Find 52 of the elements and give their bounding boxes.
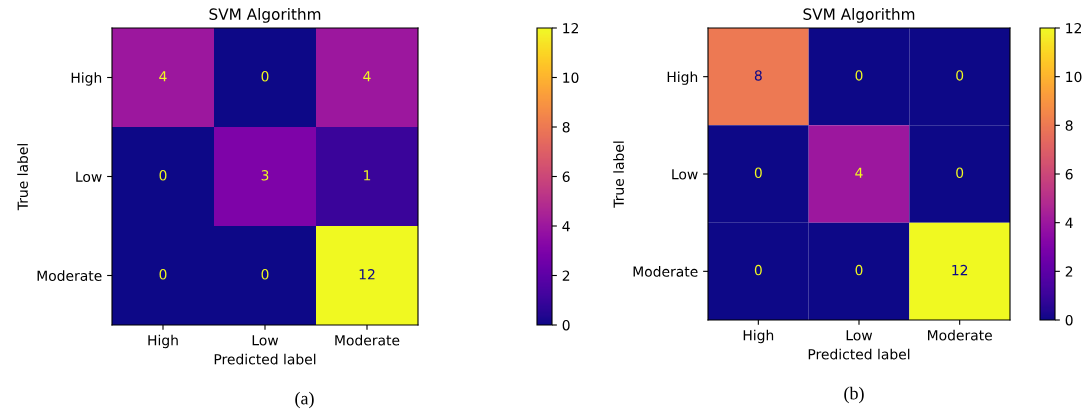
data-label: 8 xyxy=(754,70,762,81)
y-tick-label: Moderate xyxy=(633,266,698,277)
chart-title: SVM Algorithm xyxy=(209,8,321,23)
data-label: 0 xyxy=(754,167,762,179)
x-tick-label: High xyxy=(148,334,178,349)
y-tick-label: Low xyxy=(76,171,102,182)
text: (b) xyxy=(844,386,864,404)
color-bar-label: 12 xyxy=(1066,22,1081,34)
color-bar-label: 10 xyxy=(563,72,579,83)
color-bar-label: 8 xyxy=(562,121,570,133)
color-bar-label: 4 xyxy=(562,221,570,232)
data-label: 0 xyxy=(855,70,863,81)
y-tick-label: Moderate xyxy=(37,270,102,281)
color-bar-label: 10 xyxy=(1066,71,1082,83)
x-tick-label: High xyxy=(743,329,774,344)
data-label: 4 xyxy=(855,167,863,178)
data-label: 1 xyxy=(364,170,371,181)
data-label: 0 xyxy=(956,167,964,179)
color-bar-label: 8 xyxy=(1065,120,1073,131)
x-axis-title: Predicted label xyxy=(808,348,910,360)
color-bar-label: 0 xyxy=(1065,314,1073,326)
data-label: 0 xyxy=(159,269,167,280)
data-label: 3 xyxy=(261,170,269,181)
data-label: 4 xyxy=(159,71,167,82)
data-label: 0 xyxy=(261,71,269,82)
color-bar-label: 2 xyxy=(562,270,570,281)
color-bar-label: 6 xyxy=(562,171,570,182)
color-bar-label: 0 xyxy=(562,319,570,331)
color-bar-label: 12 xyxy=(563,22,578,34)
data-label: 0 xyxy=(956,70,964,81)
data-label: 4 xyxy=(363,71,371,82)
y-axis-title: True label xyxy=(613,141,624,208)
text: (a) xyxy=(295,391,314,409)
y-tick-label: Low xyxy=(672,169,698,180)
y-axis-title: True label xyxy=(17,144,28,211)
color-bar-label: 2 xyxy=(1065,266,1073,277)
color-bar-label: 4 xyxy=(1065,217,1073,228)
y-tick-label: High xyxy=(71,72,102,86)
data-label: 0 xyxy=(159,170,167,181)
x-tick-label: Moderate xyxy=(335,334,400,346)
data-label: 12 xyxy=(359,269,375,280)
y-tick-label: High xyxy=(667,71,698,85)
chart-title: SVM Algorithm xyxy=(803,8,915,23)
x-tick-label: Low xyxy=(252,335,279,346)
x-axis-title: Predicted label xyxy=(214,353,316,365)
data-label: 0 xyxy=(261,269,269,280)
data-label: 0 xyxy=(754,264,762,276)
data-label: 0 xyxy=(855,264,863,276)
data-label: 12 xyxy=(952,264,968,276)
x-tick-label: Low xyxy=(846,330,873,341)
x-tick-label: Moderate xyxy=(928,329,992,341)
color-bar-label: 6 xyxy=(1065,168,1073,180)
